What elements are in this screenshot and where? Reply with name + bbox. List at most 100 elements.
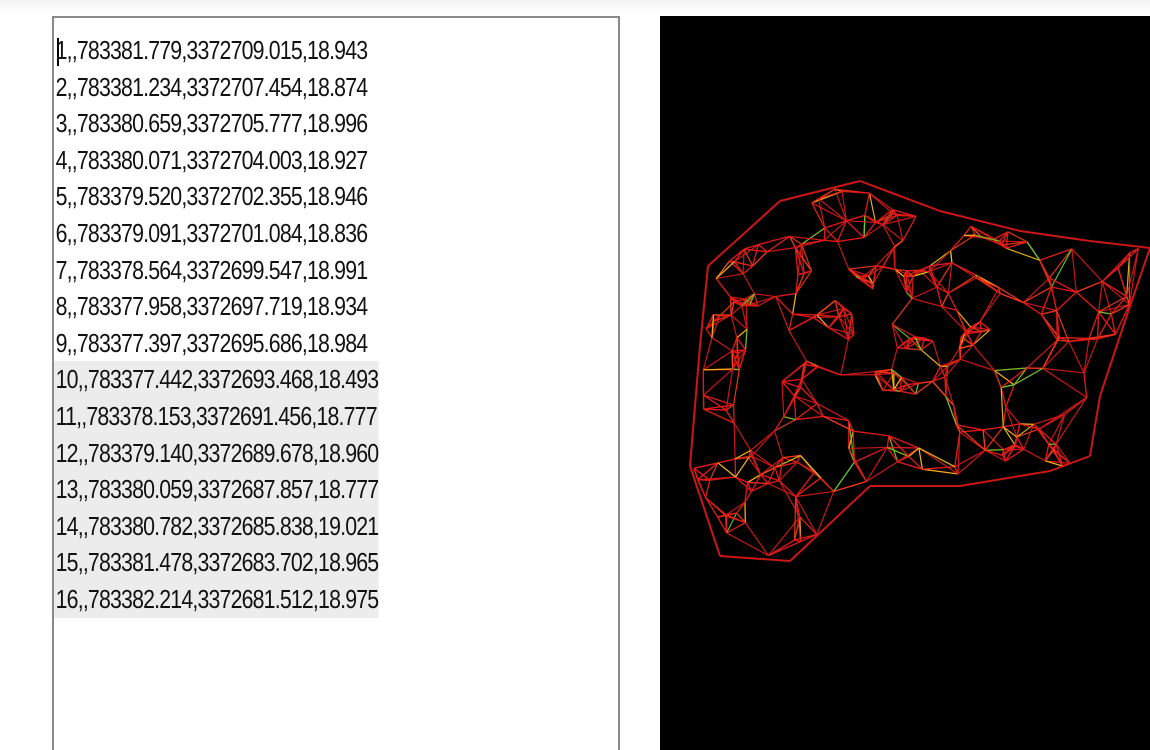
mesh-edge: [970, 326, 982, 333]
mesh-edge: [795, 402, 818, 421]
mesh-edge: [824, 220, 847, 229]
mesh-edge: [954, 449, 986, 468]
mesh-edge: [816, 402, 850, 422]
mesh-edge: [999, 292, 1024, 304]
mesh-wireframe: [689, 180, 1150, 562]
mesh-edge: [899, 390, 916, 395]
mesh-edge: [774, 461, 798, 469]
mesh-edge: [833, 461, 855, 492]
mesh-edge: [834, 300, 840, 317]
mesh-edge: [783, 416, 796, 421]
mesh-edge: [984, 449, 1006, 462]
mesh-edge: [1045, 460, 1071, 465]
mesh-edge: [767, 467, 776, 484]
mesh-edge: [705, 328, 713, 338]
mesh-edge: [932, 376, 946, 382]
mesh-edge: [941, 305, 957, 311]
mesh-edge: [1098, 281, 1103, 312]
mesh-edge: [920, 349, 941, 367]
mesh-edge: [959, 344, 974, 350]
point-line: 1,,783381.779,3372709.015,18.943: [55, 35, 368, 65]
mesh-edge: [998, 287, 1001, 294]
mesh-edge: [789, 235, 802, 245]
mesh-edge: [725, 515, 746, 524]
mesh-edge: [811, 198, 819, 204]
mesh-edge: [1071, 248, 1103, 282]
mesh-edge: [1023, 301, 1057, 312]
mesh-edge: [981, 329, 991, 333]
mesh-edge: [797, 244, 803, 275]
mesh-edge: [758, 235, 790, 246]
mesh-edge: [984, 426, 1004, 451]
mesh-edge: [816, 307, 844, 316]
mesh-edge: [1098, 311, 1116, 335]
mesh-edge: [894, 269, 907, 293]
mesh-edge: [795, 273, 805, 294]
mesh-edge: [891, 323, 916, 338]
mesh-edge: [732, 349, 746, 352]
mesh-edge: [840, 370, 876, 376]
point-line: 15,,783381.478,3372683.702,18.965: [54, 544, 379, 581]
mesh-edge: [947, 262, 953, 294]
mesh-edge: [702, 350, 733, 371]
mesh-edge: [915, 380, 933, 395]
mesh-edge: [711, 314, 715, 338]
mesh-edge: [789, 485, 871, 562]
mesh-edge: [860, 275, 869, 280]
mesh-edge: [894, 268, 907, 272]
mesh-edge: [918, 447, 959, 475]
mesh-edge: [899, 377, 903, 392]
mesh-edge: [796, 455, 801, 463]
mesh-edge: [866, 461, 898, 483]
mesh-edge: [747, 481, 769, 485]
mesh-edge: [816, 314, 839, 318]
mesh-edge: [956, 424, 984, 431]
mesh-edge: [795, 496, 818, 535]
mesh-edge: [794, 247, 799, 275]
mesh-edge: [717, 462, 736, 478]
mesh-edge: [795, 239, 825, 249]
mesh-edge: [972, 344, 995, 371]
mesh-edge: [837, 241, 850, 270]
mesh-edge: [792, 313, 818, 316]
mesh-edge: [828, 327, 849, 341]
mesh-edge: [703, 368, 733, 371]
mesh-edge: [800, 387, 818, 404]
mesh-edge: [697, 462, 719, 481]
point-line-list: 1,,783381.779,3372709.015,18.943 2,,7833…: [54, 32, 450, 618]
mesh-edge: [1128, 248, 1139, 305]
mesh-edge: [735, 457, 750, 478]
mesh-edge: [742, 273, 756, 295]
mesh-edge: [778, 480, 797, 498]
mesh-edge: [863, 224, 884, 239]
mesh-edge: [1014, 443, 1024, 450]
mesh-edge: [1110, 313, 1116, 335]
mesh-edge: [875, 371, 884, 391]
mesh-edge: [823, 415, 849, 422]
mesh-edge: [757, 244, 768, 253]
mesh-edge: [838, 313, 852, 318]
mesh-edge: [908, 456, 923, 470]
mesh-edge: [936, 286, 943, 307]
mesh-edge: [982, 426, 1004, 431]
mesh-edge: [816, 366, 842, 376]
mesh-edge: [730, 296, 746, 300]
mesh-edge: [742, 265, 753, 275]
mesh-edge: [893, 240, 904, 249]
mesh-edge: [1040, 314, 1058, 341]
mesh-edge: [920, 337, 926, 350]
mesh-edge: [875, 371, 895, 391]
mesh-edge: [1111, 303, 1130, 315]
mesh-edge: [1002, 426, 1016, 445]
mesh-edge: [774, 457, 784, 469]
mesh-edge: [837, 236, 865, 243]
point-data-text-area[interactable]: 1,,783381.779,3372709.015,18.943 2,,7833…: [52, 16, 620, 750]
mesh-edge: [733, 301, 747, 306]
3d-mesh-viewport[interactable]: [660, 16, 1150, 750]
mesh-edge: [768, 540, 801, 557]
mesh-edge: [796, 461, 815, 473]
mesh-edge: [894, 268, 905, 277]
mesh-edge: [803, 363, 819, 368]
mesh-edge: [1003, 448, 1024, 451]
mesh-edge: [838, 316, 855, 335]
